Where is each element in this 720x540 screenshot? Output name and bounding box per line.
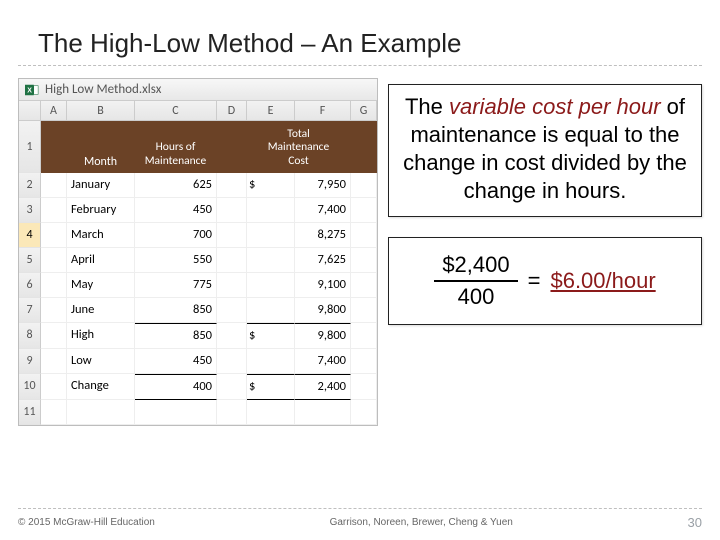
footer-divider [18, 508, 702, 509]
col-head-B: B [67, 101, 135, 121]
row-head-8: 8 [19, 323, 41, 349]
col-head-C: C [135, 101, 217, 121]
col-head-E: E [247, 101, 295, 121]
excel-icon: X [25, 83, 39, 97]
variable-cost-phrase: variable cost per hour [449, 94, 661, 119]
row-head-6: 6 [19, 273, 41, 298]
excel-window: X High Low Method.xlsx ABCDEFG1MonthHour… [18, 78, 378, 426]
row-head-1: 1 [19, 121, 41, 173]
slide-title: The High-Low Method – An Example [0, 0, 720, 65]
row-head-3: 3 [19, 198, 41, 223]
excel-titlebar: X High Low Method.xlsx [19, 79, 377, 101]
denominator: 400 [458, 282, 495, 310]
col-head-F: F [295, 101, 351, 121]
numerator: $2,400 [434, 252, 517, 282]
page-number: 30 [688, 515, 702, 530]
svg-text:X: X [27, 87, 32, 94]
answer: $6.00/hour [550, 268, 655, 294]
col-head-G: G [351, 101, 377, 121]
row-head-5: 5 [19, 248, 41, 273]
row-head-7: 7 [19, 298, 41, 323]
content-row: X High Low Method.xlsx ABCDEFG1MonthHour… [0, 66, 720, 426]
copyright: © 2015 McGraw-Hill Education [18, 517, 155, 528]
authors: Garrison, Noreen, Brewer, Cheng & Yuen [330, 517, 513, 528]
footer: © 2015 McGraw-Hill Education Garrison, N… [0, 502, 720, 530]
equation-box: $2,400 400 = $6.00/hour [388, 237, 702, 325]
equals-sign: = [528, 268, 541, 294]
row-head-2: 2 [19, 173, 41, 198]
row-head-11: 11 [19, 400, 41, 425]
col-head-A: A [41, 101, 67, 121]
explanation-box: The variable cost per hour of maintenanc… [388, 84, 702, 217]
excel-filename: High Low Method.xlsx [45, 82, 161, 97]
row-head-10: 10 [19, 374, 41, 400]
right-column: The variable cost per hour of maintenanc… [388, 78, 702, 426]
spreadsheet-grid: ABCDEFG1MonthHours ofMaintenanceTotalMai… [19, 101, 377, 425]
row-head-9: 9 [19, 349, 41, 374]
col-head-D: D [217, 101, 247, 121]
fraction: $2,400 400 [434, 252, 517, 310]
row-head-4: 4 [19, 223, 41, 248]
text-pre: The [405, 94, 449, 119]
